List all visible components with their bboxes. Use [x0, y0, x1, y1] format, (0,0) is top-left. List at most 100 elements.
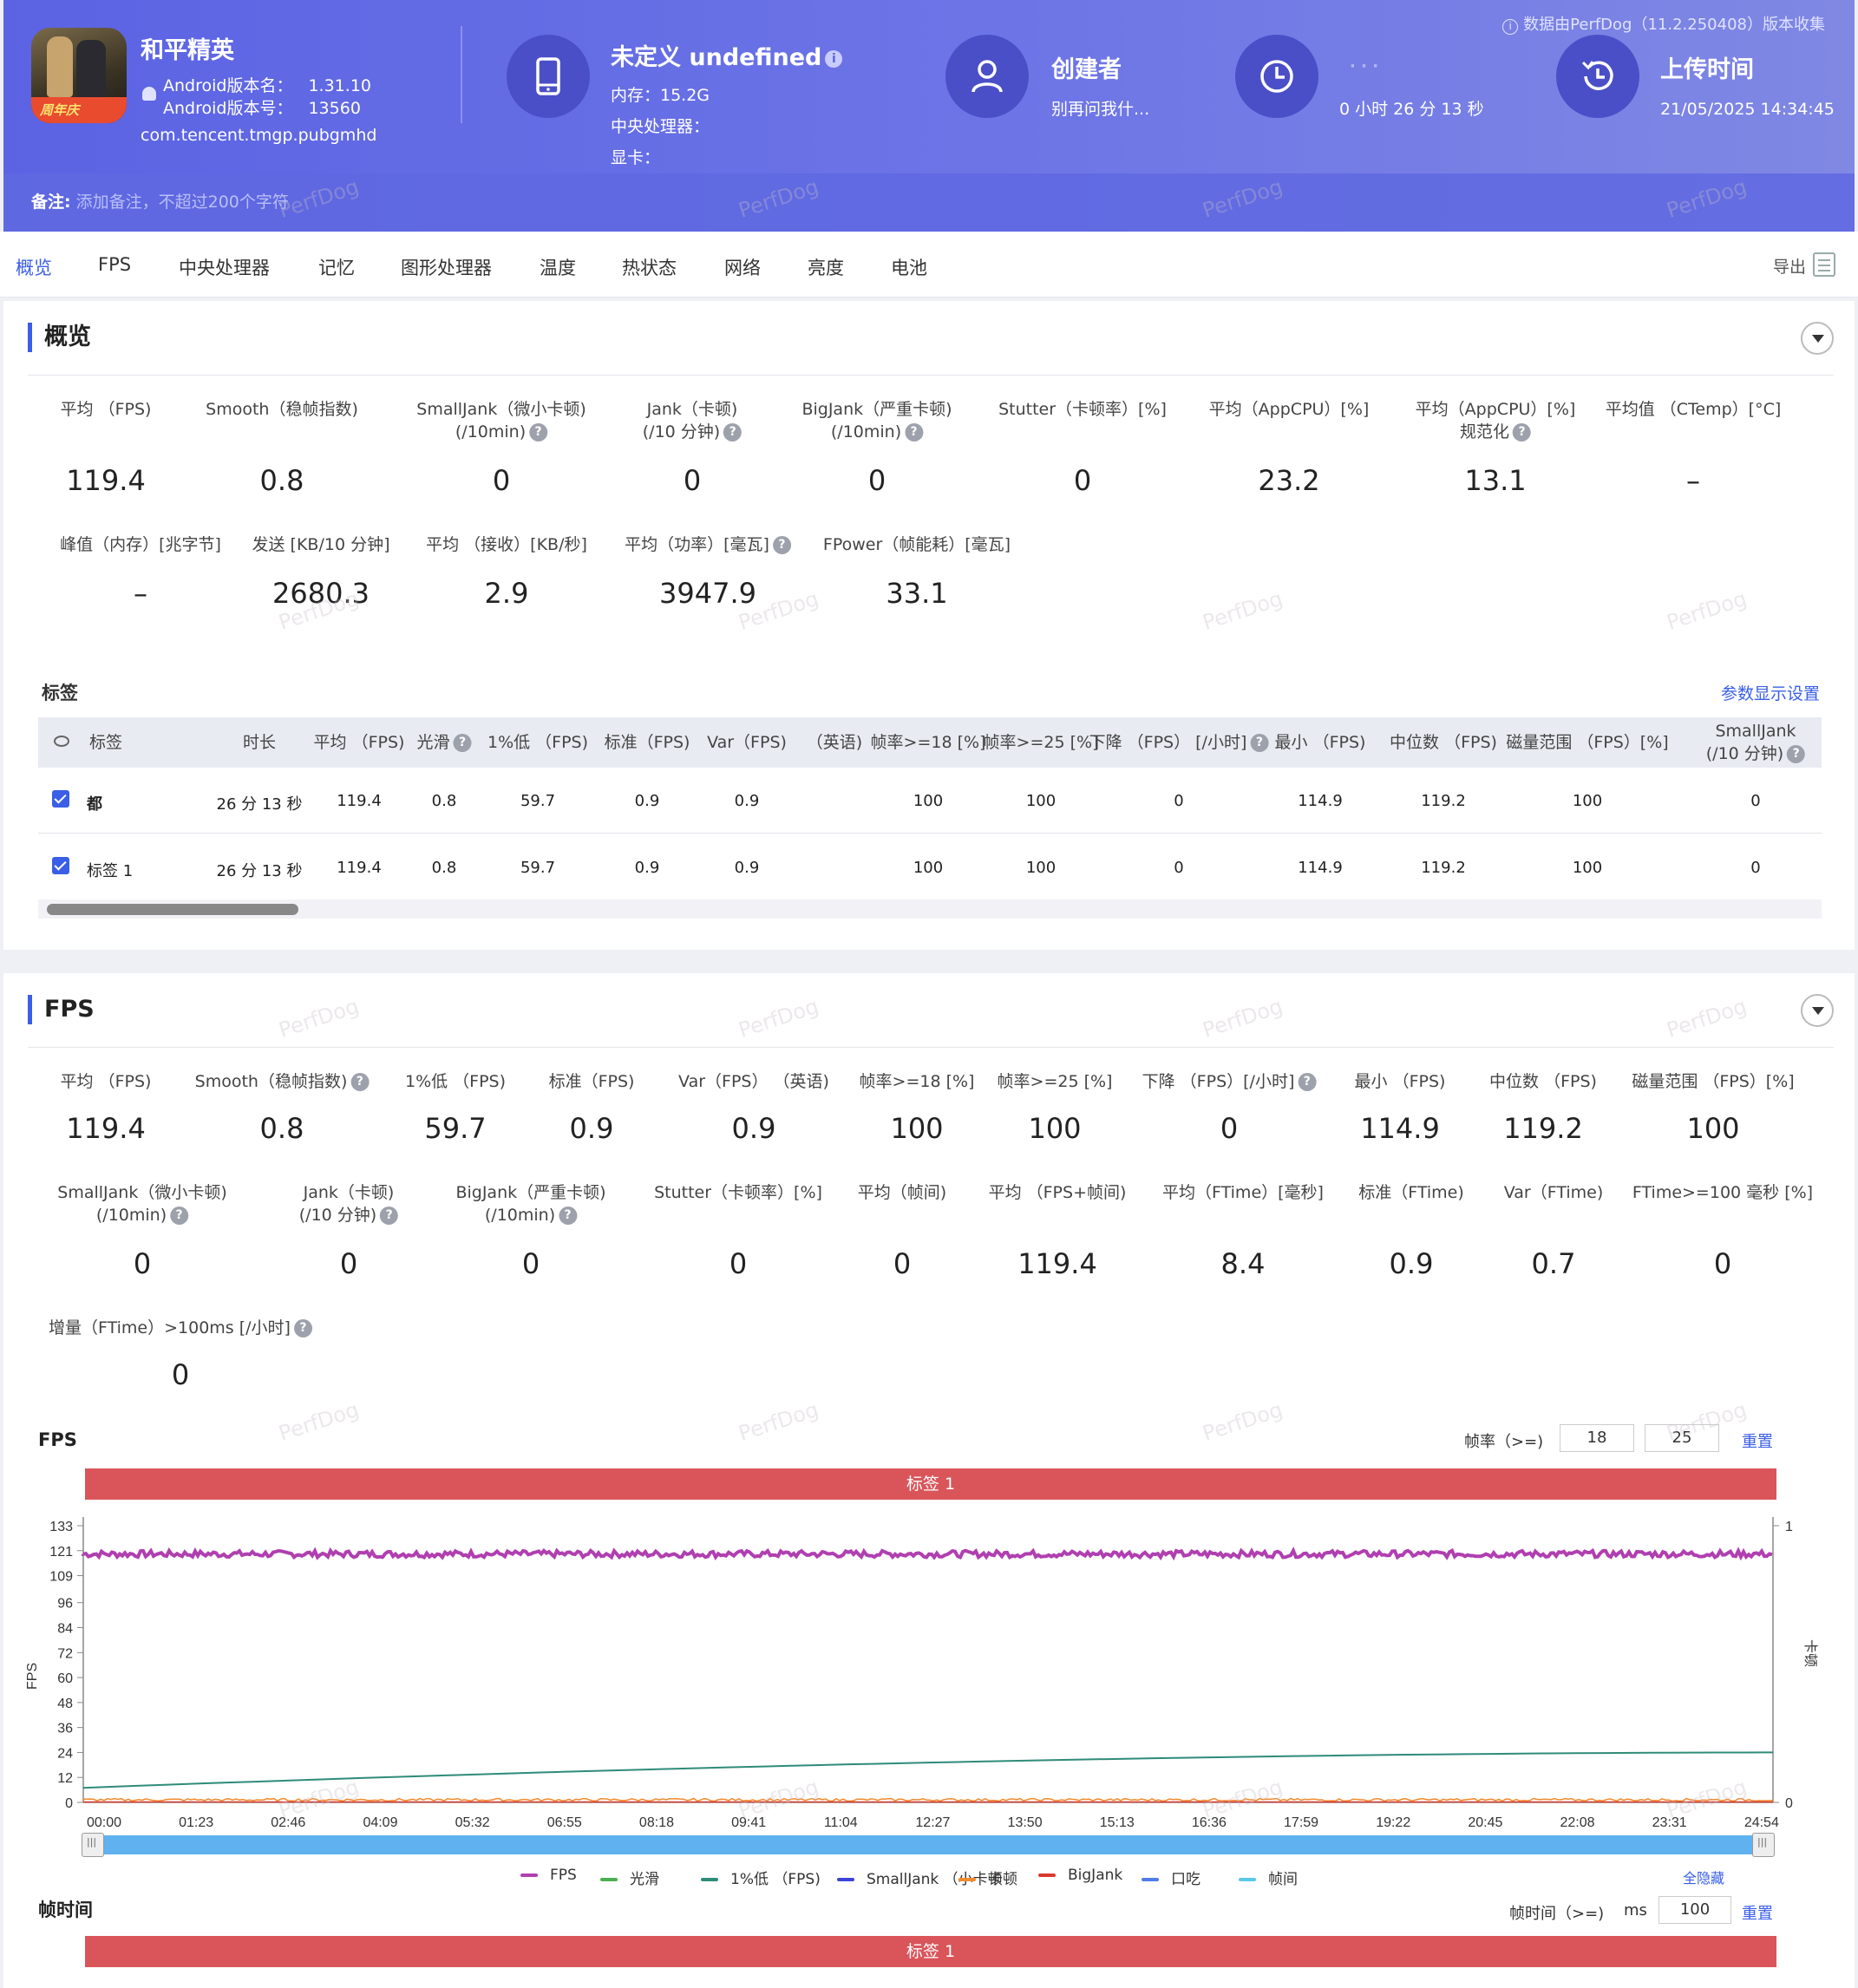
x-tick-label: 11:04 [824, 1815, 858, 1830]
data-source: i 数据由PerfDog（11.2.250408）版本收集 [1502, 12, 1825, 35]
device-title: 未定义 undefined i [611, 38, 843, 72]
device-gpu: 显卡： [611, 148, 661, 167]
metric-label: BigJank（严重卡顿) (/10min)? [801, 400, 952, 441]
export-button[interactable]: 导出 [1772, 258, 1806, 277]
help-icon[interactable]: ? [529, 423, 548, 441]
tab-gpu[interactable]: 图形处理器 [401, 258, 492, 278]
tab-thermal[interactable]: 热状态 [622, 258, 677, 278]
metric-value: 0 [492, 464, 511, 497]
legend-item[interactable]: BigJank [1038, 1867, 1122, 1884]
help-icon[interactable]: ? [1298, 1073, 1317, 1091]
legend-item[interactable]: 帧间 [1239, 1867, 1298, 1888]
series-1pct-low-line[interactable] [82, 1751, 1774, 1789]
help-icon[interactable]: ? [350, 1073, 370, 1091]
table-row[interactable]: 都 26 分 13 秒 119.4 0.8 59.7 0.9 0.9 100 100 0 114.9… [38, 768, 1822, 834]
scroll-thumb[interactable] [47, 904, 298, 915]
collapse-icon[interactable] [1801, 994, 1834, 1027]
hide-all-button[interactable]: 全隐藏 [1683, 1870, 1725, 1887]
tab-brightness[interactable]: 亮度 [808, 258, 844, 278]
frametime-reset-button[interactable]: 重置 [1742, 1905, 1773, 1923]
table-cell-tag: 都 [87, 795, 102, 814]
param-settings-link[interactable]: 参数显示设置 [1720, 684, 1820, 703]
legend-item[interactable]: 口吃 [1142, 1867, 1201, 1888]
tab-overview[interactable]: 概览 [16, 258, 52, 278]
table-cell-smalljank: 0 [1750, 792, 1761, 810]
tab-battery[interactable]: 电池 [891, 258, 927, 278]
fps-card: FPS 平均 （FPS) 119.4 Smooth（稳帧指数)? 0.8 1%低 （FP… [3, 973, 1855, 1988]
y2-tick-label: 1 [1785, 1520, 1793, 1534]
help-icon[interactable]: ? [559, 1207, 578, 1225]
table-cell-smalljank: 0 [1750, 859, 1761, 877]
legend-item[interactable]: 1%低 （FPS) [701, 1867, 821, 1888]
legend-swatch [600, 1878, 618, 1881]
help-icon[interactable]: ? [723, 423, 743, 441]
row-checkbox[interactable] [52, 857, 69, 874]
metric-label: 1%低 （FPS) [404, 1072, 507, 1091]
slider-handle-left[interactable] [82, 1833, 104, 1857]
export-icon[interactable] [1813, 252, 1835, 277]
note-input[interactable]: 添加备注，不超过200个字符 [75, 193, 289, 212]
legend-item[interactable]: 卡顿 [958, 1867, 1017, 1888]
frametime-threshold-input[interactable]: 100 [1658, 1896, 1731, 1924]
slider-handle-right[interactable] [1752, 1833, 1775, 1857]
metric-value: – [1686, 464, 1700, 497]
metric-label: 下降 （FPS）[/小时]? [1142, 1070, 1317, 1093]
metric-value: 23.2 [1258, 464, 1320, 497]
y-axis-label: FPS [25, 1663, 40, 1690]
time-range-slider[interactable] [82, 1833, 1775, 1857]
help-icon[interactable]: ? [1513, 423, 1532, 441]
table-cell-std: 0.9 [634, 859, 660, 877]
x-tick-label: 08:18 [639, 1815, 674, 1830]
help-icon[interactable]: ? [772, 536, 791, 554]
overview-card: 概览 平均 （FPS) 119.4 Smooth（稳帧指数) 0.8 SmallJank… [3, 301, 1855, 950]
x-tick-label: 24:54 [1744, 1815, 1779, 1830]
legend-item[interactable]: 光滑 [600, 1867, 659, 1888]
frametime-tag-bar[interactable]: 标签 1 [85, 1936, 1776, 1967]
table-cell-low1: 59.7 [520, 859, 556, 877]
help-icon[interactable]: ? [905, 423, 924, 441]
metric-label: Jank（卡顿) (/10 分钟)? [643, 398, 743, 443]
help-icon[interactable]: ? [170, 1207, 189, 1225]
legend-item[interactable]: FPS [520, 1867, 577, 1884]
help-icon[interactable]: ? [1250, 734, 1269, 752]
metric-label: Stutter（卡顿率）[%] [998, 400, 1167, 419]
help-icon[interactable]: ? [1787, 745, 1806, 763]
table-cell-low1: 59.7 [520, 792, 556, 810]
table-cell-ge18: 100 [913, 859, 944, 877]
metric-label: 平均值 （CTemp）[°C] [1605, 400, 1782, 419]
metric-value: 0 [521, 1247, 540, 1280]
legend-swatch [837, 1878, 854, 1881]
threshold-input-25[interactable]: 25 [1645, 1424, 1719, 1452]
collapse-icon[interactable] [1801, 322, 1834, 355]
reset-button[interactable]: 重置 [1742, 1433, 1773, 1451]
y-tick-label: 133 [49, 1520, 73, 1534]
metric-label: 平均 （FPS) [60, 400, 152, 419]
x-tick-label: 12:27 [915, 1815, 950, 1830]
horizontal-scrollbar[interactable] [38, 899, 1822, 919]
tab-cpu[interactable]: 中央处理器 [179, 258, 270, 278]
info-icon[interactable]: i [825, 49, 843, 68]
metric-label: FTime>=100 毫秒 [%] [1632, 1183, 1814, 1202]
help-icon[interactable]: ? [380, 1207, 399, 1225]
metric-value: 3947.9 [659, 577, 756, 610]
legend-item[interactable]: SmallJank （小卡顿 [837, 1867, 1003, 1888]
help-icon[interactable]: ? [293, 1319, 312, 1337]
overview-title: 概览 [28, 323, 91, 352]
eye-icon[interactable] [54, 736, 69, 747]
help-icon[interactable]: ? [453, 734, 472, 752]
tab-fps[interactable]: FPS [98, 254, 132, 275]
tag-bar[interactable]: 标签 1 [85, 1468, 1776, 1500]
metric-value: 2.9 [484, 577, 529, 610]
table-cell-var: 0.9 [734, 859, 760, 877]
tab-memory[interactable]: 记忆 [318, 258, 355, 278]
table-cell-duration: 26 分 13 秒 [216, 795, 303, 814]
row-checkbox[interactable] [52, 790, 69, 808]
table-cell-ge18: 100 [913, 792, 944, 810]
tab-temperature[interactable]: 温度 [540, 258, 576, 278]
threshold-input-18[interactable]: 18 [1560, 1424, 1634, 1452]
note-bar[interactable]: 备注: 添加备注，不超过200个字符 [3, 173, 1855, 232]
tab-network[interactable]: 网络 [724, 258, 761, 278]
series-fps-line[interactable] [82, 1547, 1773, 1561]
series-jank-line[interactable] [82, 1797, 1774, 1802]
